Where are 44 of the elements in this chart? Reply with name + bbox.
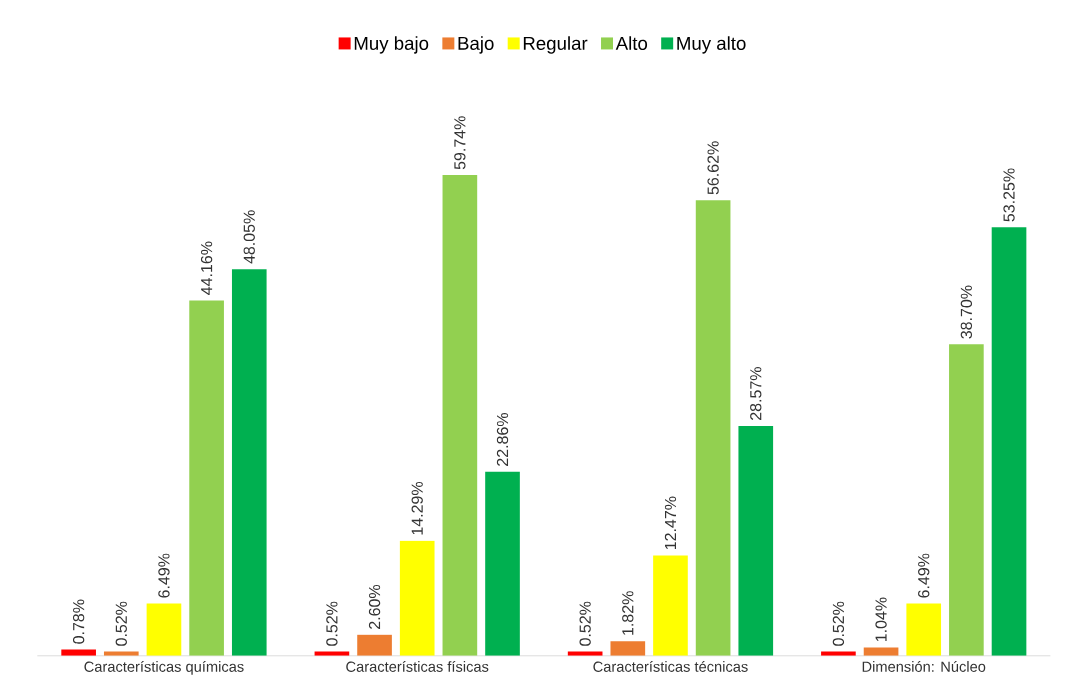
legend-label: Bajo <box>458 36 494 54</box>
legend-label: Muy bajo <box>354 36 429 54</box>
data-label: 2.60% <box>368 585 381 630</box>
legend-label: Muy alto <box>677 36 746 54</box>
x-tick-label: Características físicas <box>346 661 489 672</box>
data-label: 0.52% <box>579 601 591 646</box>
data-label: 12.47% <box>664 496 677 550</box>
x-tick-label: Características químicas <box>84 661 244 675</box>
data-label: 1.82% <box>622 591 634 635</box>
data-label: 0.78% <box>72 599 85 644</box>
bar <box>949 344 984 656</box>
bar <box>442 175 478 656</box>
data-label: 56.62% <box>707 141 719 195</box>
legend-label: Regular <box>523 36 588 54</box>
data-label: 0.52% <box>326 601 338 646</box>
bar <box>189 300 224 656</box>
bar <box>399 540 435 656</box>
data-label: 38.70% <box>960 285 973 339</box>
data-label: 14.29% <box>411 482 423 535</box>
data-label: 0.52% <box>115 601 127 646</box>
bar <box>653 555 688 656</box>
bar <box>357 634 392 656</box>
data-label: 48.05% <box>243 210 255 264</box>
data-label: 1.04% <box>875 597 887 642</box>
x-tick-label: Dimensión: Núcleo <box>862 661 986 672</box>
x-tick-label: Características técnicas <box>593 661 748 672</box>
data-label: 0.52% <box>832 601 845 646</box>
data-label: 53.25% <box>1003 168 1015 222</box>
data-label: 44.16% <box>200 241 213 296</box>
bar <box>695 200 731 656</box>
legend-label: Alto <box>615 36 648 51</box>
data-label: 6.49% <box>158 553 170 598</box>
bar <box>738 425 774 656</box>
data-label: 22.86% <box>496 413 509 466</box>
bar <box>863 647 899 656</box>
bar <box>610 641 646 656</box>
bar <box>991 227 1027 656</box>
bar <box>906 603 942 656</box>
data-label: 59.74% <box>454 116 466 170</box>
data-label: 28.57% <box>750 367 762 421</box>
bar <box>231 269 267 656</box>
bar <box>485 471 520 656</box>
bar <box>146 603 182 656</box>
data-label: 6.49% <box>918 553 930 598</box>
